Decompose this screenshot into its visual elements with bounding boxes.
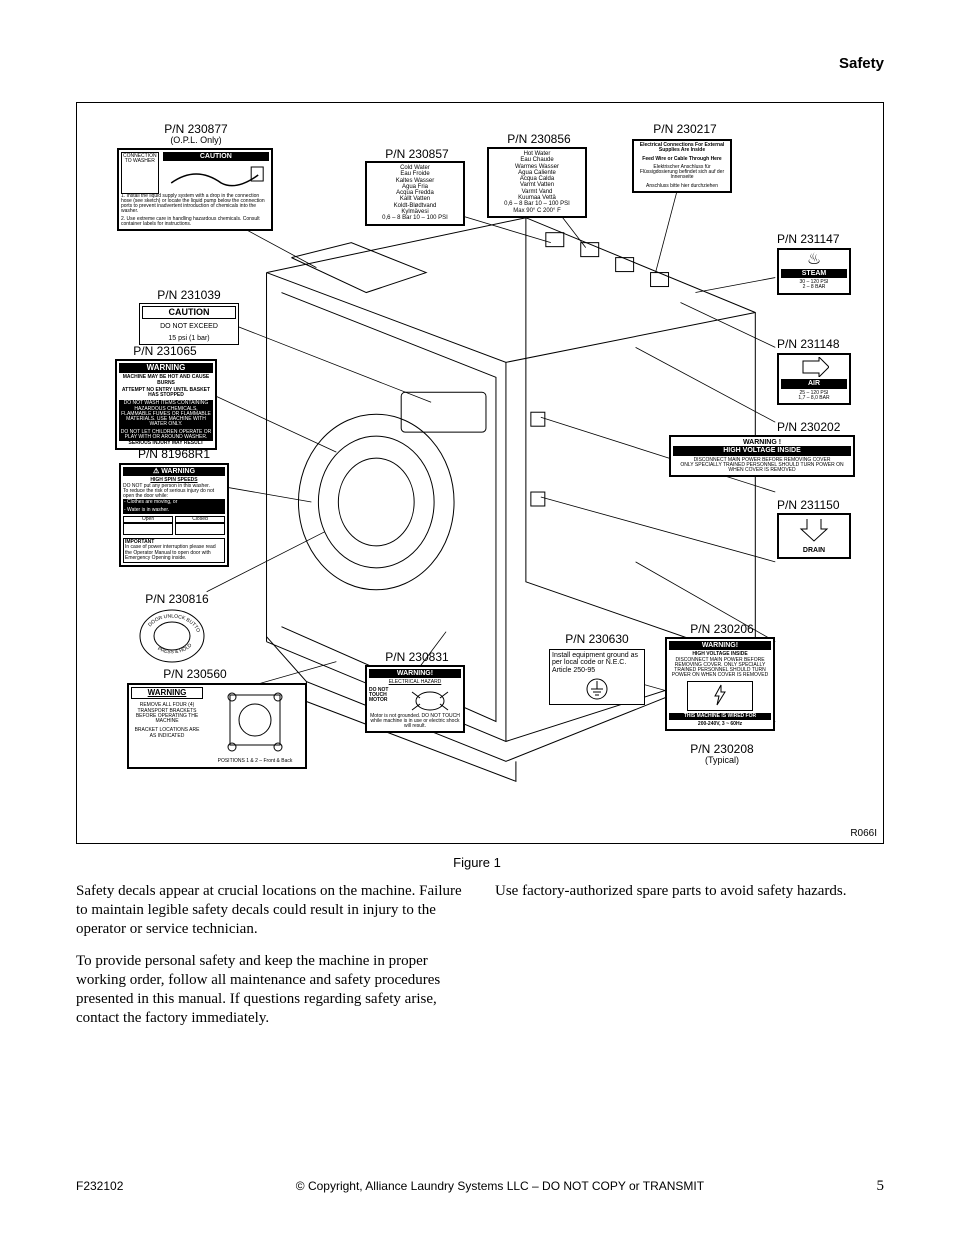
decal-hot-water: Hot Water Eau Chaude Warmes Wasser Agua … <box>487 147 587 218</box>
decal-warning-motor: WARNING! ELECTRICAL HAZARD DO NOT TOUCH … <box>365 665 465 733</box>
pn-230208: P/N 230208 (Typical) <box>672 743 772 766</box>
pn-231065: P/N 231065 <box>115 345 215 358</box>
decal-caution-psi: CAUTION DO NOT EXCEED 15 psi (1 bar) <box>139 303 239 345</box>
pn-230630: P/N 230630 <box>547 633 647 646</box>
decal-steam: ♨ STEAM 30 – 120 PSI 2 – 8 BAR <box>777 248 851 295</box>
pn-230857: P/N 230857 <box>367 148 467 161</box>
pn-231039: P/N 231039 <box>139 289 239 302</box>
page-footer: F232102 © Copyright, Alliance Laundry Sy… <box>76 1178 884 1195</box>
figure-1: P/N 230877 (O.P.L. Only) P/N 230857 P/N … <box>76 102 884 844</box>
svg-text:PRESS & HOLD: PRESS & HOLD <box>156 642 193 655</box>
body-text: Safety decals appear at crucial location… <box>76 882 884 1041</box>
decal-drain: DRAIN <box>777 513 851 559</box>
pn-230202: P/N 230202 <box>777 421 877 434</box>
footer-page: 5 <box>877 1178 885 1195</box>
pn-230831: P/N 230831 <box>367 651 467 664</box>
pn-230217: P/N 230217 <box>635 123 735 136</box>
decal-air: AIR 25 – 120 PSI 1,7 – 8,0 BAR <box>777 353 851 405</box>
pn-230560: P/N 230560 <box>145 668 245 681</box>
decal-warning-spin: ⚠ WARNING HIGH SPIN SPEEDS DO NOT put an… <box>119 463 229 567</box>
page: Safety <box>0 0 954 1235</box>
pn-230206: P/N 230206 <box>672 623 772 636</box>
pn-230877: P/N 230877 (O.P.L. Only) <box>141 123 251 146</box>
footer-doc: F232102 <box>76 1179 123 1193</box>
footer-copyright: © Copyright, Alliance Laundry Systems LL… <box>123 1179 876 1193</box>
pn-230856: P/N 230856 <box>489 133 589 146</box>
body-p2: To provide personal safety and keep the … <box>76 952 465 1027</box>
decal-ground: Install equipment ground as per local co… <box>549 649 645 705</box>
pn-231150: P/N 231150 <box>777 499 877 512</box>
body-p3: Use factory-authorized spare parts to av… <box>495 882 884 901</box>
pn-230816: P/N 230816 <box>127 593 227 606</box>
decal-cold-water: Cold Water Eau Froide Kaltes Wasser Agua… <box>365 161 465 226</box>
decal-hv2: WARNING! HIGH VOLTAGE INSIDE DISCONNECT … <box>665 637 775 731</box>
pn-231147: P/N 231147 <box>777 233 877 246</box>
decal-warning-hot: WARNING MACHINE MAY BE HOT AND CAUSE BUR… <box>115 359 217 450</box>
figure-ref: R066I <box>850 828 877 839</box>
body-p1: Safety decals appear at crucial location… <box>76 882 465 938</box>
section-header: Safety <box>839 55 884 72</box>
decal-caution-opl: CONNECTION TO WASHER CAUTION 1. Install … <box>117 148 273 231</box>
decal-hv1: WARNING ! HIGH VOLTAGE INSIDE DISCONNECT… <box>669 435 855 477</box>
figure-caption: Figure 1 <box>0 855 954 870</box>
decal-warning-brackets: WARNING REMOVE ALL FOUR (4) TRANSPORT BR… <box>127 683 307 769</box>
decal-electrical: Electrical Connections For External Supp… <box>632 139 732 193</box>
decal-unlock: DOOR UNLOCK BUTTON PRESS & HOLD <box>137 608 207 664</box>
pn-231148: P/N 231148 <box>777 338 877 351</box>
